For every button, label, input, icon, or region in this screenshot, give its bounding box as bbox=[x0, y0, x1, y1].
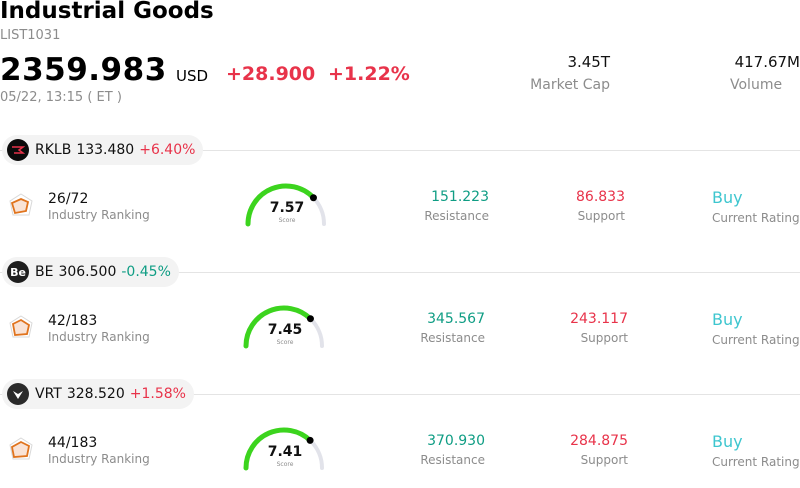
industry-ranking-value: 26/72 bbox=[48, 191, 89, 207]
stock-price: 328.520 bbox=[66, 386, 125, 402]
score-gauge-marker bbox=[306, 315, 314, 323]
score-label: Score bbox=[276, 339, 294, 346]
current-rating-value[interactable]: Buy bbox=[712, 432, 743, 451]
support-value: 86.833 bbox=[576, 189, 625, 205]
row-divider bbox=[0, 150, 800, 151]
price-change: +28.900 bbox=[226, 63, 316, 85]
rklb-logo-icon bbox=[7, 139, 29, 161]
support-value: 243.117 bbox=[570, 311, 628, 327]
ranking-radar-icon bbox=[9, 315, 33, 338]
current-rating-label: Current Rating bbox=[712, 211, 800, 225]
stock-chip[interactable]: RKLB 133.480 +6.40% bbox=[2, 135, 204, 165]
current-rating-value[interactable]: Buy bbox=[712, 310, 743, 329]
score-gauge-marker bbox=[306, 436, 314, 444]
volume-label: Volume bbox=[730, 77, 783, 93]
page-title: Industrial Goods bbox=[0, 0, 214, 24]
price-change-percent: +1.22% bbox=[328, 63, 410, 85]
stock-change: +1.58% bbox=[129, 386, 186, 402]
support-value: 284.875 bbox=[570, 433, 628, 449]
score-value: 7.41 bbox=[267, 444, 303, 460]
score-value: 7.57 bbox=[269, 200, 305, 216]
score-gauge-marker bbox=[309, 194, 317, 202]
market-cap-label: Market Cap bbox=[530, 77, 610, 93]
market-cap-value: 3.45T bbox=[567, 53, 610, 71]
score-gauge-fill bbox=[245, 183, 316, 227]
support-label: Support bbox=[580, 453, 628, 467]
stock-ticker: RKLB bbox=[35, 142, 72, 158]
current-rating-label: Current Rating bbox=[712, 455, 800, 469]
current-rating-label: Current Rating bbox=[712, 333, 800, 347]
stock-change: -0.45% bbox=[121, 264, 171, 280]
score-label: Score bbox=[276, 461, 294, 468]
resistance-value: 151.223 bbox=[431, 189, 489, 205]
stock-ticker: VRT bbox=[35, 386, 62, 402]
score-value: 7.45 bbox=[267, 322, 303, 338]
current-rating-value[interactable]: Buy bbox=[712, 188, 743, 207]
resistance-label: Resistance bbox=[424, 209, 489, 223]
resistance-value: 370.930 bbox=[427, 433, 485, 449]
timestamp: 05/22, 13:15 ( ET ) bbox=[0, 90, 122, 105]
industry-ranking-value: 44/183 bbox=[48, 435, 98, 451]
support-label: Support bbox=[580, 331, 628, 345]
score-gauge bbox=[243, 305, 324, 349]
stock-ticker: BE bbox=[35, 264, 54, 280]
row-divider bbox=[0, 272, 800, 273]
resistance-label: Resistance bbox=[420, 331, 485, 345]
industry-ranking-value: 42/183 bbox=[48, 313, 98, 329]
ranking-radar-icon bbox=[9, 437, 33, 460]
row-divider bbox=[0, 394, 800, 395]
score-gauge-fill bbox=[243, 305, 313, 349]
score-gauge bbox=[243, 427, 324, 471]
index-price: 2359.983 bbox=[0, 52, 167, 88]
stock-change: +6.40% bbox=[139, 142, 196, 158]
support-label: Support bbox=[577, 209, 625, 223]
volume-value: 417.67M bbox=[734, 53, 800, 71]
stock-chip[interactable]: Be BE 306.500 -0.45% bbox=[2, 257, 179, 287]
score-gauge bbox=[245, 183, 326, 227]
currency-label: USD bbox=[176, 67, 209, 85]
industry-ranking-label: Industry Ranking bbox=[48, 452, 150, 466]
ranking-radar-icon bbox=[9, 193, 33, 216]
score-gauge-fill bbox=[243, 427, 313, 471]
list-code: LIST1031 bbox=[0, 28, 61, 43]
resistance-value: 345.567 bbox=[427, 311, 485, 327]
industry-ranking-label: Industry Ranking bbox=[48, 330, 150, 344]
resistance-label: Resistance bbox=[420, 453, 485, 467]
be-logo-icon: Be bbox=[7, 261, 29, 283]
score-label: Score bbox=[278, 217, 296, 224]
vrt-logo-icon bbox=[7, 383, 29, 405]
industry-ranking-label: Industry Ranking bbox=[48, 208, 150, 222]
stock-price: 133.480 bbox=[76, 142, 135, 158]
stock-chip[interactable]: VRT 328.520 +1.58% bbox=[2, 379, 194, 409]
stock-price: 306.500 bbox=[58, 264, 117, 280]
